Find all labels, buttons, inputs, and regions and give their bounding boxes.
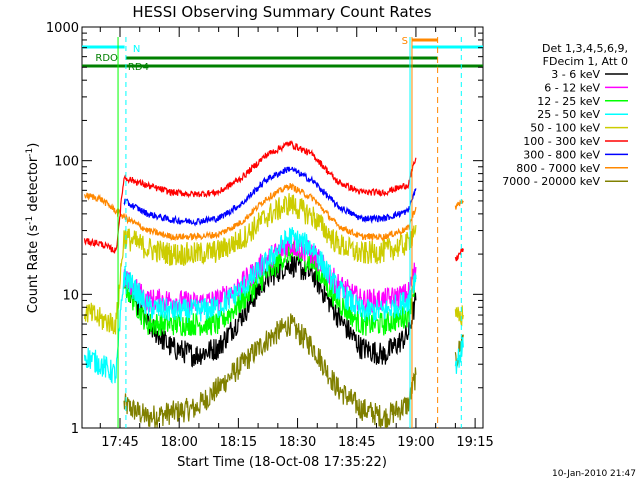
- series-line: [83, 227, 417, 385]
- x-tick-label: 18:00: [160, 435, 197, 450]
- y-axis-title-sup: -1: [25, 216, 35, 225]
- x-axis: 17:45 18:00 18:15 18:30 18:45 19:00 19:15: [99, 27, 494, 450]
- x-tick-label: 19:15: [456, 435, 493, 450]
- x-tick-label: 19:00: [397, 435, 434, 450]
- plot-frame: [81, 26, 484, 429]
- x-tick-label: 18:15: [220, 435, 257, 450]
- series-line: [454, 337, 464, 374]
- y-axis-title-part: detector: [26, 156, 41, 216]
- legend-label: 800 - 7000 keV: [516, 162, 600, 175]
- status-bars: N RDO RD4 S: [82, 36, 483, 73]
- series-line: [123, 313, 417, 429]
- y-axis-title: Count Rate (s-1 detector-1): [25, 143, 41, 314]
- y-axis-title-part: ): [26, 143, 41, 148]
- legend-label: 12 - 25 keV: [537, 95, 600, 108]
- legend-label: 7000 - 20000 keV: [502, 175, 600, 188]
- status-annotation: RD4: [128, 62, 149, 73]
- legend-label: 6 - 12 keV: [544, 81, 600, 94]
- series-line: [83, 193, 417, 335]
- legend-label: 3 - 6 keV: [551, 68, 600, 81]
- legend-label: 100 - 300 keV: [523, 135, 600, 148]
- legend-label: 50 - 100 keV: [530, 122, 600, 135]
- x-tick-label: 17:45: [101, 435, 138, 450]
- y-tick-label: 1: [71, 422, 79, 437]
- x-tick-label: 18:30: [279, 435, 316, 450]
- footer-date: 10-Jan-2010 21:47: [552, 469, 636, 479]
- chart-title: HESSI Observing Summary Count Rates: [132, 3, 431, 21]
- y-tick-label: 10: [62, 288, 79, 303]
- legend-header-line: FDecim 1, Att 0: [543, 55, 628, 68]
- status-annotation: N: [133, 44, 140, 55]
- status-annotation: S: [402, 36, 408, 47]
- series-line: [454, 248, 464, 262]
- series-line: [454, 198, 464, 210]
- series-line: [123, 166, 417, 227]
- series-line: [454, 305, 464, 327]
- y-tick-label: 100: [54, 155, 79, 170]
- series-line: [83, 182, 417, 243]
- x-axis-title: Start Time (18-Oct-08 17:35:22): [177, 455, 387, 470]
- x-tick-label: 18:45: [338, 435, 375, 450]
- y-tick-label: 1000: [46, 21, 79, 36]
- event-lines: [117, 37, 462, 428]
- y-axis: 1 10 100 1000: [46, 21, 483, 437]
- status-annotation: RDO: [95, 53, 118, 64]
- y-axis-title-part: Count Rate (s: [26, 225, 41, 314]
- series-group: [83, 140, 464, 429]
- series-line: [83, 140, 417, 254]
- y-axis-title-sup: -1: [25, 148, 35, 157]
- legend-header-line: Det 1,3,4,5,6,9,: [542, 42, 628, 55]
- legend-label: 300 - 800 keV: [523, 148, 600, 161]
- legend-label: 25 - 50 keV: [537, 108, 600, 121]
- legend: Det 1,3,4,5,6,9, FDecim 1, Att 0 3 - 6 k…: [502, 42, 628, 188]
